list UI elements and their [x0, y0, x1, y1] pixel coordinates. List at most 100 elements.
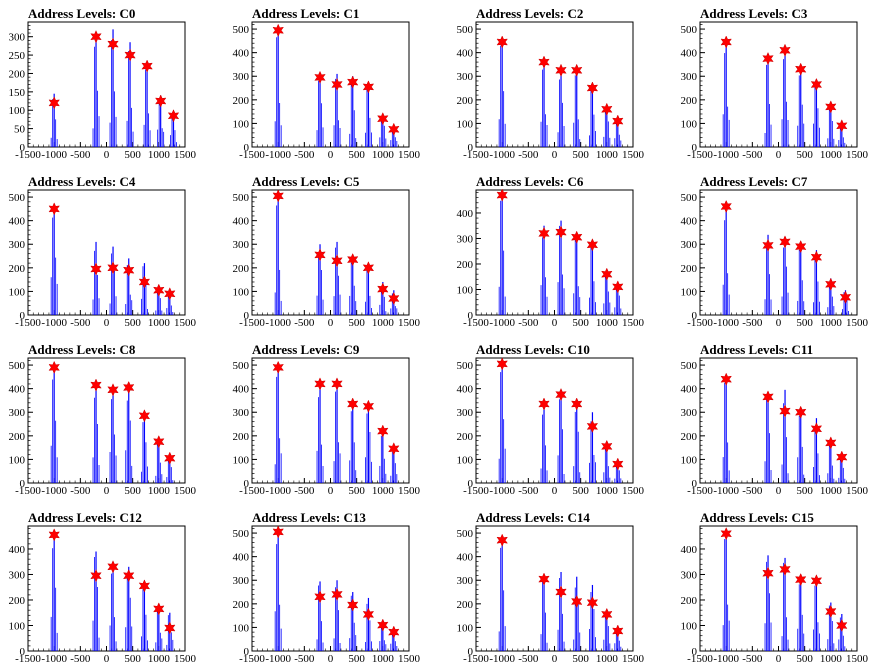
x-tick-label: -500: [742, 149, 763, 161]
x-tick-label: -500: [70, 317, 91, 329]
y-tick-label: 500: [457, 24, 474, 36]
y-tick-label: 0: [468, 478, 474, 490]
peak-marker: [122, 263, 135, 277]
peak-marker: [346, 252, 359, 267]
y-tick-label: 400: [681, 48, 698, 60]
x-tick-label: 1500: [398, 149, 421, 161]
x-tick-label: 0: [776, 149, 782, 161]
x-tick-label: -500: [742, 317, 763, 329]
x-tick-label: -500: [294, 485, 315, 497]
x-tick-label: -1500: [687, 485, 713, 497]
y-tick-label: 200: [9, 68, 26, 80]
y-tick-label: 300: [9, 32, 26, 44]
y-tick-label: 100: [681, 286, 698, 298]
y-tick-label: 100: [681, 454, 698, 466]
y-tick-label: 100: [681, 620, 698, 632]
peak-marker: [272, 23, 284, 37]
x-tick-label: 500: [572, 149, 589, 161]
peak-marker: [612, 457, 624, 471]
y-tick-label: 500: [681, 360, 698, 372]
y-tick-label: 100: [233, 118, 250, 130]
panel-title: Address Levels: C5: [252, 174, 360, 189]
y-tick-label: 300: [457, 71, 474, 83]
y-tick-label: 200: [681, 263, 698, 275]
y-tick-label: 0: [244, 142, 250, 154]
x-tick-label: -1000: [41, 653, 67, 665]
panel-c2: Address Levels: C20100200300400500-1500-…: [457, 6, 645, 161]
peak-marker: [107, 383, 119, 397]
peak-marker: [612, 280, 624, 294]
peak-marker: [762, 51, 774, 66]
y-tick-label: 150: [9, 87, 26, 99]
x-tick-label: 1500: [622, 149, 645, 161]
y-tick-label: 400: [233, 48, 250, 60]
y-tick-label: 200: [233, 95, 250, 107]
y-tick-label: 0: [468, 646, 474, 658]
peak-marker: [762, 390, 774, 404]
x-tick-label: -1500: [15, 485, 41, 497]
y-tick-label: 200: [233, 431, 250, 443]
x-tick-label: 1000: [820, 317, 843, 329]
peak-marker: [314, 70, 326, 85]
peak-marker: [794, 572, 807, 587]
x-tick-label: -1500: [15, 653, 41, 665]
peak-marker: [586, 81, 599, 95]
panel-title: Address Levels: C11: [700, 342, 813, 357]
panel-title: Address Levels: C0: [28, 6, 135, 21]
peak-marker: [586, 419, 599, 434]
peak-marker: [388, 442, 400, 456]
peak-marker: [496, 533, 508, 547]
peak-marker: [612, 624, 624, 638]
y-tick-label: 100: [233, 622, 250, 634]
y-tick-label: 0: [692, 310, 698, 322]
y-tick-label: 300: [9, 407, 26, 419]
panel-c6: Address Levels: C6 0 100 200 300 400 -1500 -100…: [457, 174, 645, 329]
panel-c7: Address Levels: C70100200300400500-1500-…: [681, 174, 869, 329]
peak-marker: [153, 283, 165, 297]
peak-marker: [90, 262, 102, 276]
peak-marker: [141, 59, 153, 73]
peak-marker: [48, 360, 60, 375]
y-tick-label: 500: [233, 192, 250, 204]
y-tick-label: 300: [681, 239, 698, 251]
x-tick-label: -1000: [713, 485, 739, 497]
y-tick-label: 500: [233, 24, 250, 36]
x-tick-label: -500: [70, 653, 91, 665]
panel-c5: Address Levels: C50100200300400500-1500-…: [233, 174, 421, 329]
y-tick-label: 300: [681, 71, 698, 83]
x-tick-label: 500: [796, 149, 813, 161]
peak-marker: [496, 188, 508, 202]
y-tick-label: 200: [457, 599, 474, 611]
peak-marker: [825, 604, 837, 619]
peak-marker: [331, 587, 343, 602]
y-tick-label: 400: [9, 384, 26, 396]
peak-marker: [314, 248, 326, 262]
y-tick-label: 500: [457, 528, 474, 540]
peak-marker: [825, 277, 837, 291]
x-tick-label: 0: [552, 317, 558, 329]
peak-marker: [538, 55, 550, 69]
x-tick-label: 1500: [846, 653, 869, 665]
y-tick-label: 400: [681, 384, 698, 396]
x-tick-label: 1000: [820, 149, 843, 161]
y-tick-label: 0: [20, 646, 26, 658]
y-tick-label: 100: [233, 286, 250, 298]
x-tick-label: 1500: [622, 485, 645, 497]
y-tick-label: 0: [468, 310, 474, 322]
y-tick-label: 400: [457, 384, 474, 396]
x-tick-label: 1500: [846, 149, 869, 161]
y-tick-label: 400: [681, 544, 698, 556]
x-tick-label: -1500: [15, 149, 41, 161]
x-tick-label: 1500: [622, 653, 645, 665]
x-tick-label: 500: [348, 653, 365, 665]
x-tick-label: -500: [518, 317, 539, 329]
peak-marker: [779, 404, 791, 418]
y-tick-label: 400: [9, 216, 26, 228]
y-tick-label: 0: [244, 646, 250, 658]
plot-frame: [251, 357, 410, 484]
y-tick-label: 0: [468, 142, 474, 154]
x-tick-label: 0: [328, 485, 334, 497]
y-tick-label: 200: [681, 95, 698, 107]
peak-marker: [810, 77, 823, 92]
x-tick-label: 1000: [596, 149, 619, 161]
